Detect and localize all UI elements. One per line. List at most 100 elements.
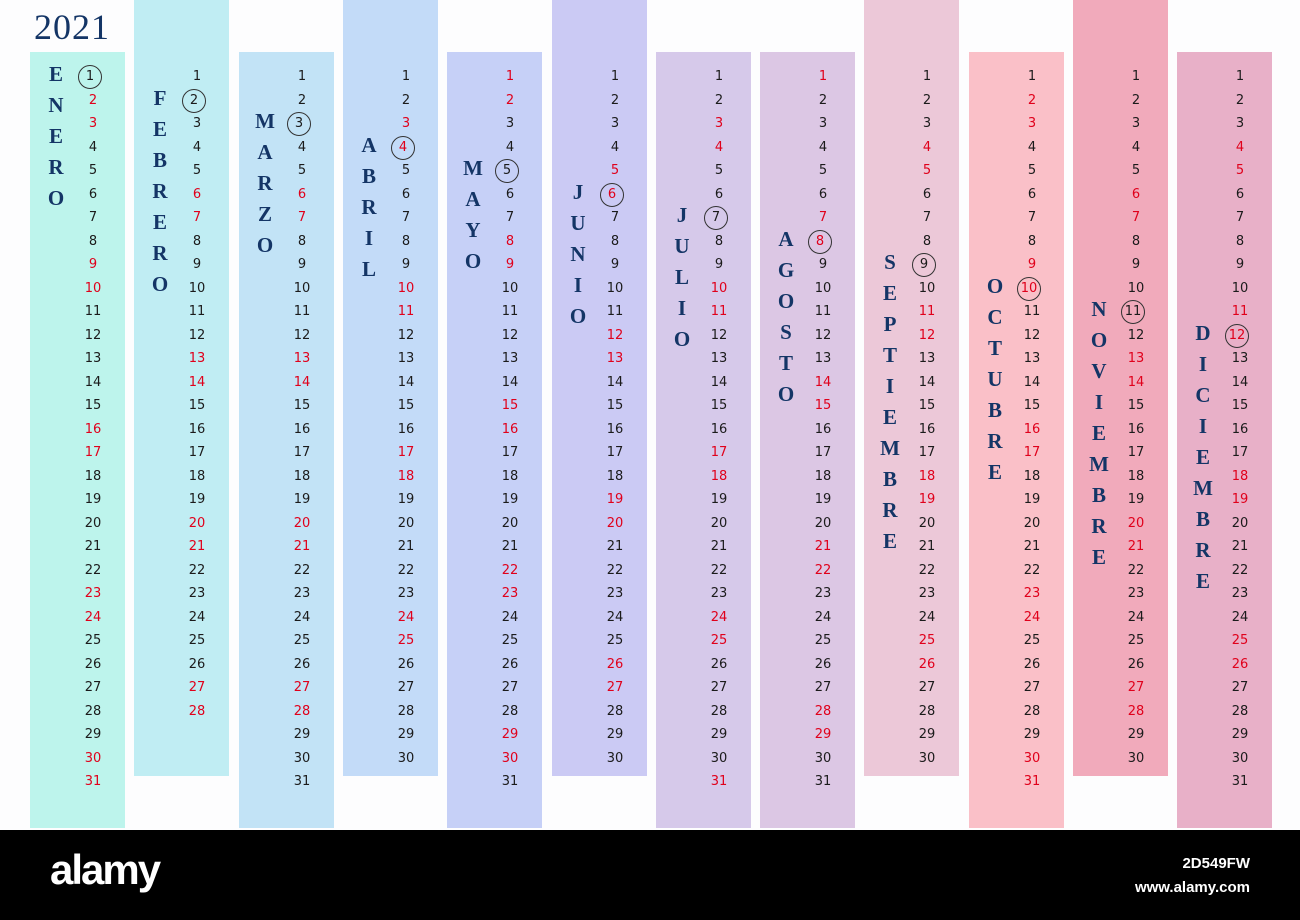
- day: 8: [714, 233, 724, 249]
- day: 15: [188, 398, 206, 413]
- day: 10: [918, 280, 936, 296]
- day: 20: [1231, 515, 1249, 531]
- day-weekend: 9: [1027, 257, 1037, 272]
- day: 7: [610, 210, 620, 225]
- day-weekend: 27: [293, 680, 311, 695]
- day-weekend: 7: [818, 210, 828, 225]
- day: 23: [397, 586, 415, 601]
- day-weekend: 20: [606, 515, 624, 531]
- day-weekend: 12: [606, 327, 624, 343]
- day: 5: [297, 163, 307, 178]
- day: 25: [84, 633, 102, 648]
- day: 25: [1127, 633, 1145, 648]
- day: 6: [401, 186, 411, 202]
- day: 6: [818, 186, 828, 202]
- day: 16: [918, 421, 936, 437]
- day: 15: [293, 398, 311, 413]
- day: 18: [1023, 468, 1041, 484]
- month-name: AGOSTO: [777, 226, 795, 406]
- day: 12: [710, 327, 728, 343]
- day: 11: [293, 304, 311, 319]
- day: 3: [1235, 116, 1245, 131]
- day: 14: [606, 374, 624, 390]
- day: 4: [88, 139, 98, 155]
- day: 8: [1131, 233, 1141, 249]
- day-weekend: 29: [501, 727, 519, 742]
- day: 10: [814, 280, 832, 296]
- day: 19: [814, 492, 832, 507]
- day: 31: [1231, 774, 1249, 789]
- day: 8: [922, 233, 932, 249]
- day: 29: [1023, 727, 1041, 742]
- day: 13: [397, 351, 415, 366]
- day-weekend: 26: [918, 656, 936, 672]
- day: 27: [710, 680, 728, 695]
- day: 23: [188, 586, 206, 601]
- day-weekend: 20: [1127, 515, 1145, 531]
- day-weekend: 15: [814, 398, 832, 413]
- day: 22: [1023, 562, 1041, 578]
- day: 28: [397, 703, 415, 719]
- day: 25: [606, 633, 624, 648]
- day: 21: [1023, 539, 1041, 554]
- footer-bar: alamy 2D549FW www.alamy.com: [0, 830, 1300, 920]
- day-highlighted: 12: [1225, 323, 1249, 348]
- day-weekend: 1: [818, 69, 828, 84]
- day: 11: [814, 304, 832, 319]
- day-weekend: 31: [84, 774, 102, 789]
- day-weekend: 13: [293, 351, 311, 366]
- day: 14: [84, 374, 102, 390]
- day: 17: [814, 445, 832, 460]
- day: 20: [397, 515, 415, 531]
- day: 19: [293, 492, 311, 507]
- day-weekend: 3: [88, 116, 98, 131]
- day: 8: [297, 233, 307, 249]
- day: 30: [710, 750, 728, 766]
- month-column-noviembre: NOVIEMBRE 1 2 3 4 5 6 7 8 9 10 11 12 13 14 15 16 17 18 19 20…: [1073, 0, 1168, 776]
- day-weekend: 19: [918, 492, 936, 507]
- day: 19: [1023, 492, 1041, 507]
- day-highlighted: 7: [704, 206, 728, 230]
- day-weekend: 5: [1235, 163, 1245, 178]
- day-highlighted: 4: [391, 135, 415, 160]
- day-weekend: 22: [501, 562, 519, 578]
- day: 24: [1231, 609, 1249, 625]
- day: 23: [814, 586, 832, 601]
- day: 17: [501, 445, 519, 460]
- day: 21: [606, 539, 624, 554]
- day-weekend: 18: [1231, 468, 1249, 484]
- day-weekend: 10: [397, 280, 415, 296]
- month-name: FEBRERO: [151, 85, 169, 296]
- day-weekend: 13: [606, 351, 624, 366]
- day-weekend: 16: [501, 421, 519, 437]
- day-highlighted: 2: [182, 88, 206, 113]
- day: 10: [606, 280, 624, 296]
- day: 31: [814, 774, 832, 789]
- day: 9: [1131, 257, 1141, 272]
- day: 21: [1231, 539, 1249, 554]
- day: 7: [922, 210, 932, 225]
- day: 19: [1127, 492, 1145, 507]
- day: 26: [188, 656, 206, 672]
- day: 15: [397, 398, 415, 413]
- image-credit: 2D549FW www.alamy.com: [1135, 852, 1250, 900]
- day: 2: [297, 92, 307, 108]
- day-weekend: 17: [397, 445, 415, 460]
- day-weekend: 19: [1231, 492, 1249, 507]
- day-weekend: 6: [1131, 186, 1141, 202]
- day: 13: [918, 351, 936, 366]
- day: 23: [606, 586, 624, 601]
- day: 11: [84, 304, 102, 319]
- day: 23: [1231, 586, 1249, 601]
- day: 19: [397, 492, 415, 507]
- day: 12: [1127, 327, 1145, 343]
- day-weekend: 2: [1027, 92, 1037, 108]
- day: 12: [397, 327, 415, 343]
- site-url: www.alamy.com: [1134, 879, 1250, 896]
- day: 30: [1231, 750, 1249, 766]
- day: 23: [293, 586, 311, 601]
- day: 26: [1023, 656, 1041, 672]
- day: 5: [88, 163, 98, 178]
- day: 3: [1131, 116, 1141, 131]
- day-weekend: 7: [1131, 210, 1141, 225]
